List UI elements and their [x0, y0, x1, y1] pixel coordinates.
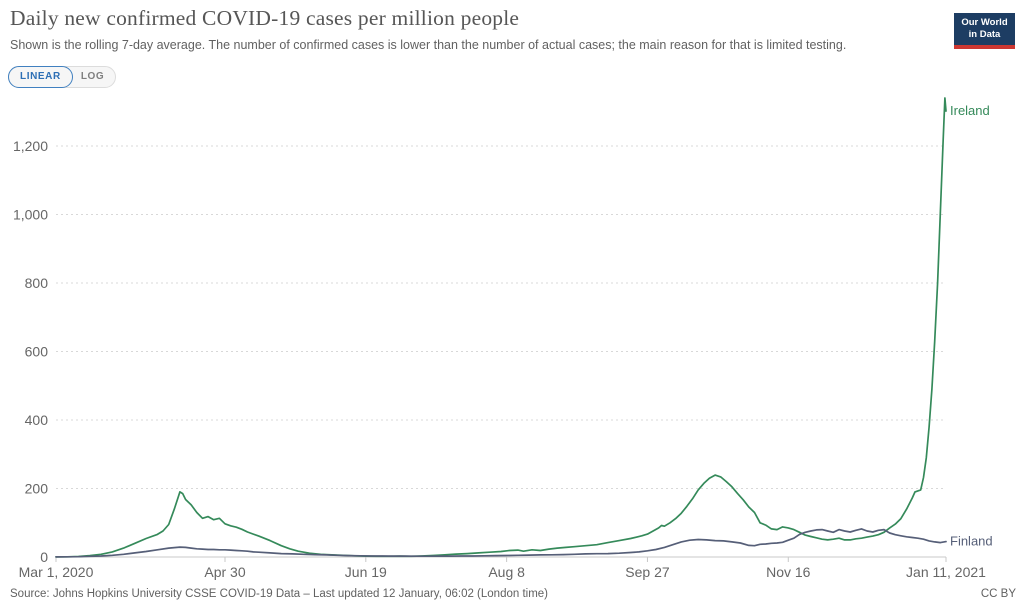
chart-subtitle: Shown is the rolling 7-day average. The …: [10, 38, 847, 52]
y-axis-tick-label: 1,000: [13, 207, 48, 223]
series-line-finland[interactable]: [55, 528, 947, 558]
x-axis-tick-label: Jun 19: [345, 564, 387, 580]
chart-title: Daily new confirmed COVID-19 cases per m…: [10, 6, 520, 30]
log-scale-button[interactable]: LOG: [73, 67, 115, 87]
x-axis-tick-label: Apr 30: [204, 564, 245, 580]
y-axis-tick-label: 600: [25, 344, 49, 360]
source-note: Source: Johns Hopkins University CSSE CO…: [10, 588, 549, 600]
y-axis-tick-label: 800: [25, 275, 49, 291]
license-link[interactable]: CC BY: [980, 588, 1016, 600]
y-axis-tick-label: 1,200: [13, 138, 48, 154]
series-line-ireland[interactable]: [55, 97, 947, 558]
y-axis-tick-label: 0: [40, 549, 48, 565]
x-axis-tick-label: Nov 16: [766, 564, 811, 580]
scale-toggle: LINEAR LOG: [8, 66, 117, 88]
x-axis-tick-label: Jan 11, 2021: [906, 564, 986, 580]
y-axis-tick-label: 200: [25, 481, 49, 497]
series-label-finland: Finland: [950, 534, 993, 549]
x-axis-tick-label: Sep 27: [625, 564, 670, 580]
owid-logo: Our World in Data: [954, 13, 1015, 49]
x-axis-tick-label: Mar 1, 2020: [19, 564, 94, 580]
owid-logo-line2: in Data: [968, 29, 1001, 41]
owid-logo-line1: Our World: [961, 17, 1008, 28]
chart-footer: Source: Johns Hopkins University CSSE CO…: [10, 588, 1016, 600]
y-axis-tick-label: 400: [25, 412, 49, 428]
x-axis-tick-label: Aug 8: [488, 564, 525, 580]
series-label-ireland: Ireland: [950, 103, 990, 118]
linear-scale-button[interactable]: LINEAR: [8, 66, 73, 88]
